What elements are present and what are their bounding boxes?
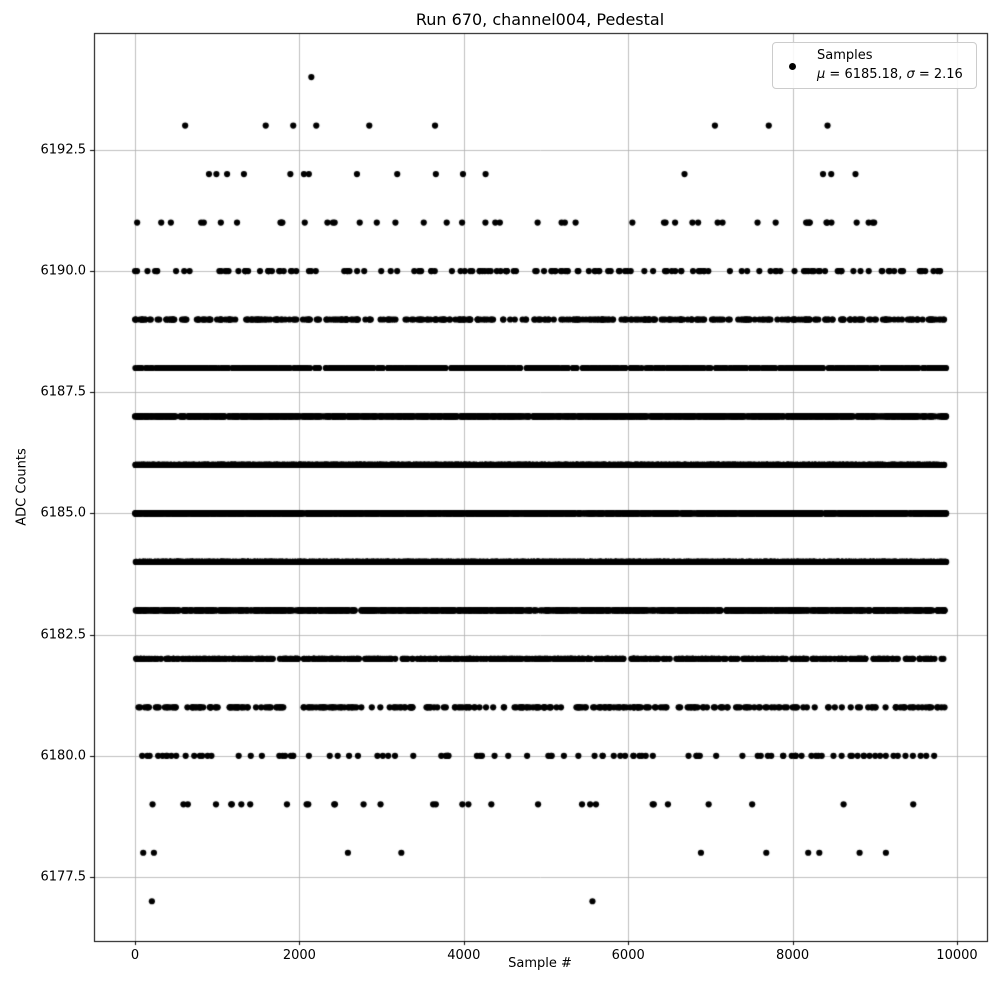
y-tick-label: 6192.5 [40,142,87,158]
mu-value: = 6185.18, [825,67,907,82]
y-axis-label: ADC Counts [14,448,30,526]
x-tick-label: 0 [130,948,140,963]
x-tick-label: 4000 [447,948,481,963]
y-tick-label: 6182.5 [40,627,87,643]
y-tick-label: 6190.0 [40,263,87,279]
y-tick-label: 6187.5 [40,384,87,400]
legend-label: Samples [817,48,873,63]
y-tick-label: 6177.5 [40,869,87,885]
legend-text: Samples μ = 6185.18, σ = 2.16 [817,46,963,84]
y-tick-label: 6185.0 [40,505,87,521]
scatter-marker-icon [789,63,796,70]
y-tick-label: 6180.0 [40,748,87,764]
chart-title: Run 670, channel004, Pedestal [415,10,665,29]
legend: Samples μ = 6185.18, σ = 2.16 [772,42,977,89]
sigma-symbol: σ [906,67,915,82]
x-axis-label: Sample # [508,956,572,971]
mu-symbol: μ [817,67,826,82]
legend-stats: μ = 6185.18, σ = 2.16 [817,65,963,84]
x-tick-label: 10000 [936,948,978,963]
x-tick-label: 8000 [776,948,810,963]
x-tick-label: 6000 [611,948,645,963]
sigma-value: = 2.16 [914,67,963,82]
x-tick-label: 2000 [282,948,316,963]
